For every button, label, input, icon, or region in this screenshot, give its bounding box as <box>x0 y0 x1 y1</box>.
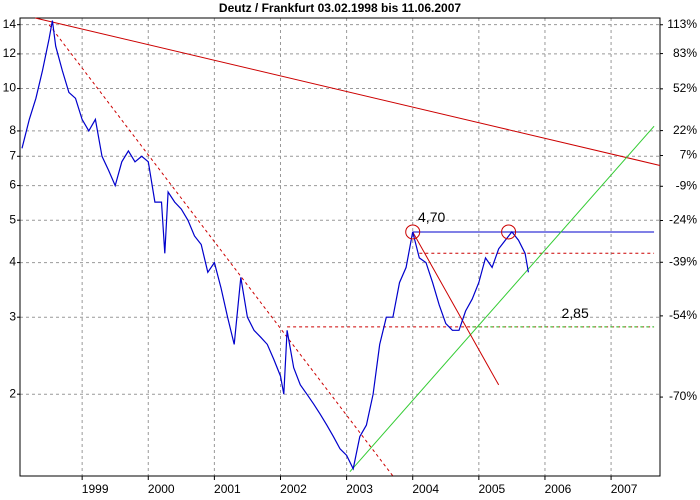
y2-tick-label: -70% <box>669 389 697 403</box>
y-tick-label: 10 <box>3 81 17 95</box>
y2-tick-label: -24% <box>669 213 697 227</box>
y2-tick-label: 22% <box>673 123 697 137</box>
x-tick-label: 2002 <box>280 482 307 496</box>
y2-tick-label: 113% <box>667 17 697 31</box>
x-tick-label: 2000 <box>148 482 175 496</box>
highlight-circle <box>405 224 421 240</box>
price-line <box>21 20 529 471</box>
trend-line <box>349 125 655 472</box>
x-tick-label: 2006 <box>545 482 572 496</box>
x-tick-label: 2007 <box>611 482 638 496</box>
x-tick-label: 1999 <box>82 482 109 496</box>
y2-tick-label: 83% <box>673 46 697 60</box>
x-tick-label: 2001 <box>214 482 241 496</box>
y-tick-label: 4 <box>9 255 16 269</box>
y-tick-label: 14 <box>3 17 17 31</box>
plot-frame <box>19 17 661 477</box>
annotation: 4,70 <box>418 209 445 225</box>
y2-tick-label: -54% <box>669 308 697 322</box>
y2-tick-label: 7% <box>680 148 698 162</box>
x-tick-label: 2004 <box>412 482 439 496</box>
y-tick-label: 8 <box>9 123 16 137</box>
y-tick-label: 3 <box>9 309 16 323</box>
y2-tick-label: -9% <box>676 178 698 192</box>
y-tick-label: 5 <box>9 212 16 226</box>
y2-tick-label: 52% <box>673 81 697 95</box>
x-tick-label: 2005 <box>478 482 505 496</box>
y-tick-label: 12 <box>3 46 17 60</box>
x-tick-label: 2003 <box>346 482 373 496</box>
annotation: 2,85 <box>561 305 588 321</box>
y-tick-label: 6 <box>9 178 16 192</box>
chart-title: Deutz / Frankfurt 03.02.1998 bis 11.06.2… <box>219 1 461 15</box>
trend-line <box>35 17 661 166</box>
y2-tick-label: -39% <box>669 254 697 268</box>
highlight-circle <box>501 224 517 240</box>
trend-line <box>48 24 394 477</box>
trend-line <box>412 231 500 386</box>
y-tick-label: 2 <box>9 386 16 400</box>
y-tick-label: 7 <box>9 148 16 162</box>
